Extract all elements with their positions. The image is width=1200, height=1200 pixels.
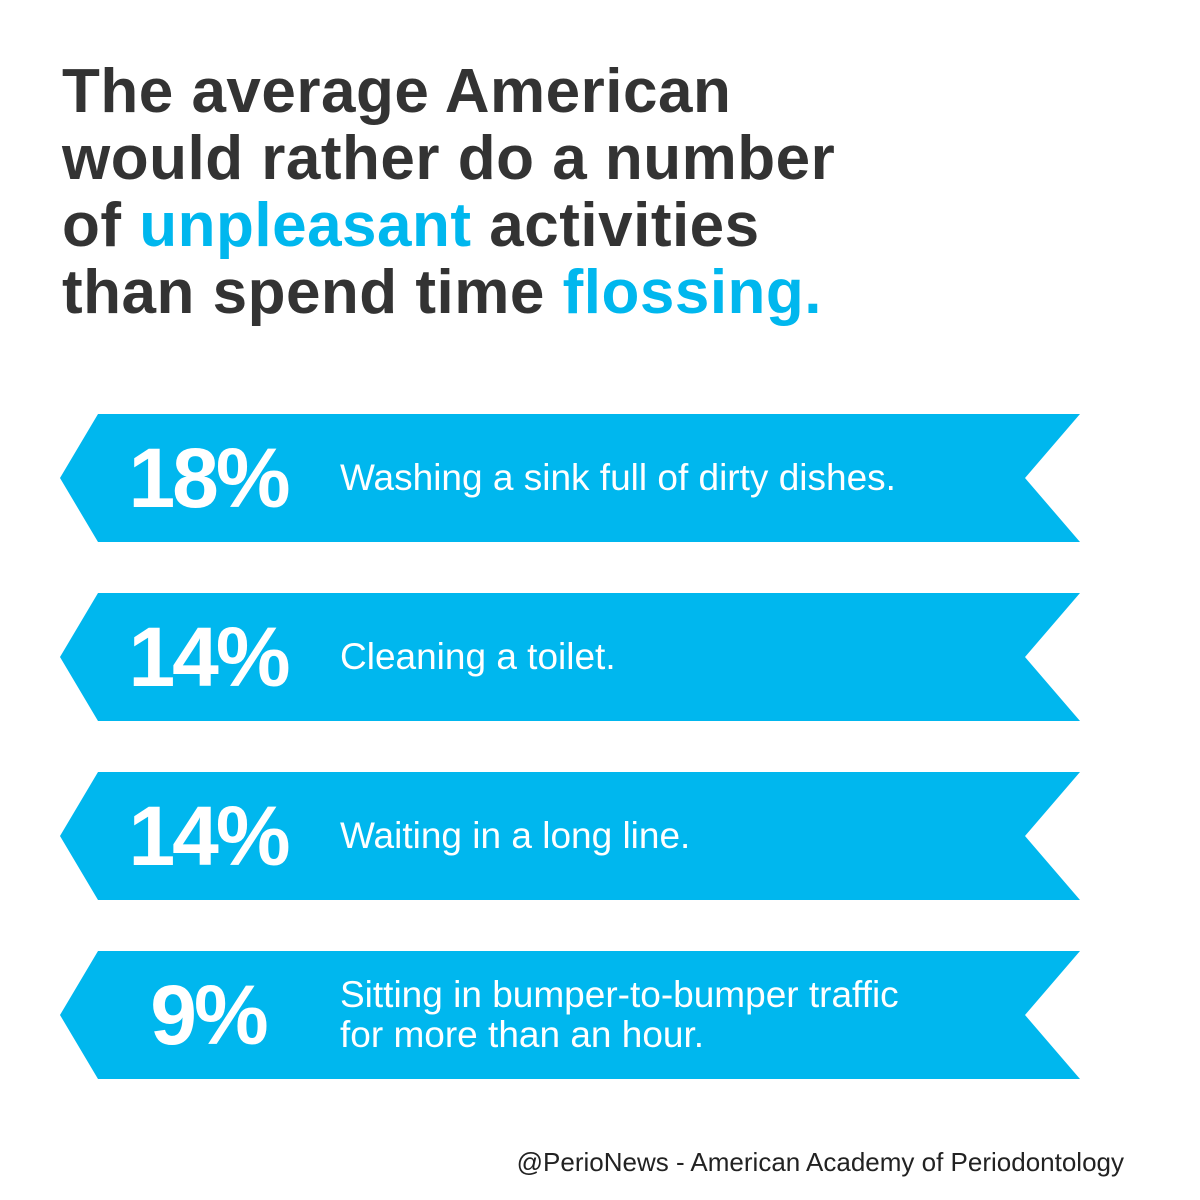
stat-percent: 14% [128, 610, 290, 704]
stat-banner-1: 18% Washing a sink full of dirty dishes. [60, 414, 1080, 542]
stat-percent: 14% [128, 789, 290, 883]
stat-activity: Washing a sink full of dirty dishes. [340, 457, 896, 498]
stat-percent: 18% [128, 431, 290, 525]
headline-line-3-post: activities [471, 191, 760, 260]
headline-highlight-unpleasant: unpleasant [139, 191, 472, 260]
headline-line-1: The average American [62, 57, 732, 126]
stat-banner-2: 14% Cleaning a toilet. [60, 593, 1080, 721]
stat-banner-3: 14% Waiting in a long line. [60, 772, 1080, 900]
stat-activity: Cleaning a toilet. [340, 636, 616, 677]
headline: The average American would rather do a n… [62, 58, 1142, 326]
headline-line-2: would rather do a number [62, 124, 836, 193]
stat-activity: Waiting in a long line. [340, 815, 691, 856]
footer-credit: @PerioNews - American Academy of Periodo… [516, 1147, 1124, 1177]
headline-line-3-pre: of [62, 191, 140, 260]
stat-percent: 9% [150, 968, 268, 1062]
stat-banner-4: 9% Sitting in bumper-to-bumper traffic f… [60, 951, 1080, 1079]
stat-activity: Sitting in bumper-to-bumper traffic for … [340, 974, 899, 1055]
headline-highlight-flossing: flossing. [562, 258, 823, 327]
headline-line-4-pre: than spend time [62, 258, 563, 327]
